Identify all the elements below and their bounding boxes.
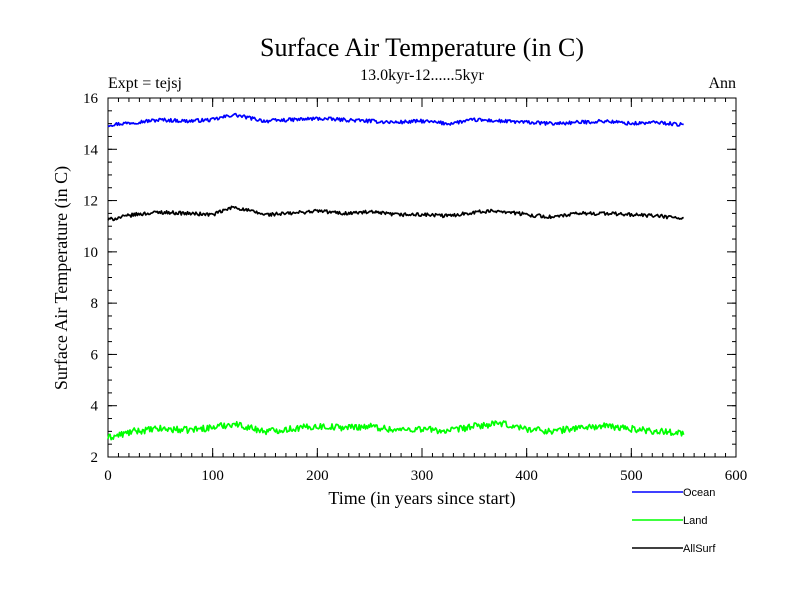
y-tick-label: 14 <box>83 142 99 158</box>
series-line-ocean <box>107 112 684 128</box>
x-tick-label: 200 <box>306 468 329 484</box>
x-tick-label: 600 <box>725 468 748 484</box>
legend-label-allsurf: AllSurf <box>683 543 716 555</box>
x-axis-label: Time (in years since start) <box>328 488 515 509</box>
plot-frame <box>107 97 737 458</box>
series-layer <box>107 112 685 441</box>
series-line-land <box>107 420 685 441</box>
axis-ticks: 0 100 200 300 400 500 600 2 4 6 8 10 12 14 16 <box>83 91 747 484</box>
x-tick-label: 300 <box>411 468 434 484</box>
legend-label-land: Land <box>683 515 707 527</box>
x-tick-label: 100 <box>201 468 224 484</box>
x-tick-label: 500 <box>620 468 643 484</box>
y-tick-label: 2 <box>91 450 99 466</box>
series-line-allsurf <box>107 205 684 222</box>
legend: Ocean Land AllSurf <box>632 487 716 555</box>
legend-label-ocean: Ocean <box>683 487 715 499</box>
y-tick-label: 16 <box>83 91 99 107</box>
y-tick-label: 10 <box>83 245 98 261</box>
y-axis-label: Surface Air Temperature (in C) <box>51 166 72 390</box>
season-label: Ann <box>708 75 736 92</box>
y-tick-label: 12 <box>83 194 98 210</box>
y-tick-label: 8 <box>91 296 99 312</box>
y-tick-label: 6 <box>91 347 99 363</box>
chart-subtitle: 13.0kyr-12......5kyr <box>360 67 484 84</box>
y-tick-label: 4 <box>91 399 99 415</box>
chart-title: Surface Air Temperature (in C) <box>260 33 584 62</box>
experiment-label: Expt = tejsj <box>108 75 182 92</box>
x-tick-label: 400 <box>515 468 538 484</box>
x-tick-label: 0 <box>104 468 112 484</box>
